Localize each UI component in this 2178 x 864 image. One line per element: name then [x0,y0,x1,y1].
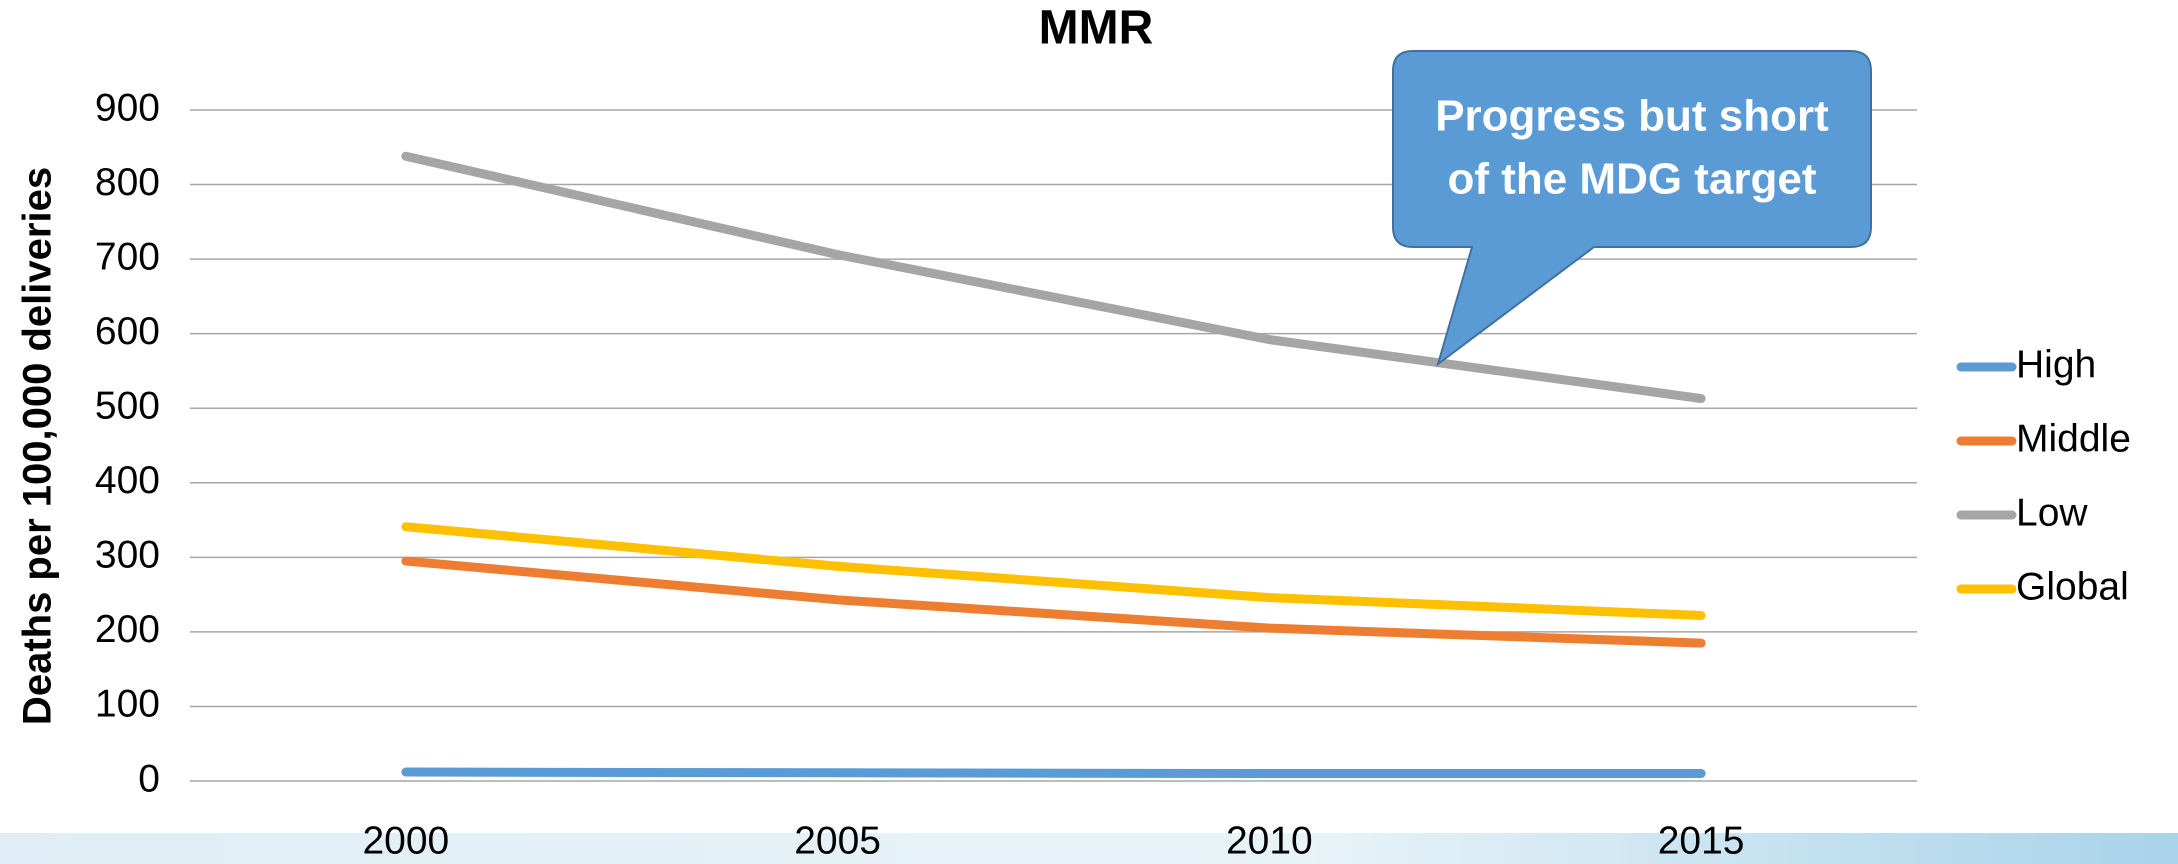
y-tick-label: 100 [95,683,160,726]
series-line [401,556,1706,648]
plot-area: 0 100 200 300 400 500 600 700 800 900 2000 2005 2010… [95,86,1917,862]
series-line [401,767,1706,779]
x-tick-label: 2010 [1226,819,1313,862]
legend-label: High [2016,343,2096,386]
y-tick-label: 500 [95,385,160,428]
y-tick-label: 700 [95,235,160,278]
y-tick-label: 900 [95,86,160,129]
chart-title: MMR [1039,2,1154,55]
x-tick-label: 2015 [1658,819,1745,862]
callout-shape [1392,50,1872,367]
y-tick-label: 200 [95,608,160,651]
series-line [401,151,1706,404]
y-tick-label: 400 [95,459,160,502]
legend-label: Global [2016,565,2129,608]
x-tick-label: 2005 [794,819,881,862]
legend-label: Low [2016,491,2088,534]
x-tick-label: 2000 [362,819,449,862]
y-tick-label: 600 [95,310,160,353]
y-tick-label: 300 [95,534,160,577]
y-tick-label: 0 [138,757,160,800]
callout-text: of the MDG target [1447,155,1816,204]
footer-band [0,833,2178,864]
series-line [401,522,1706,620]
callout-text: Progress but short [1435,92,1829,141]
y-axis-label: Deaths per 100,000 deliveries [16,167,60,725]
callout: Progress but short of the MDG target [1392,50,1872,367]
legend-label: Middle [2016,417,2131,460]
y-tick-label: 800 [95,161,160,204]
